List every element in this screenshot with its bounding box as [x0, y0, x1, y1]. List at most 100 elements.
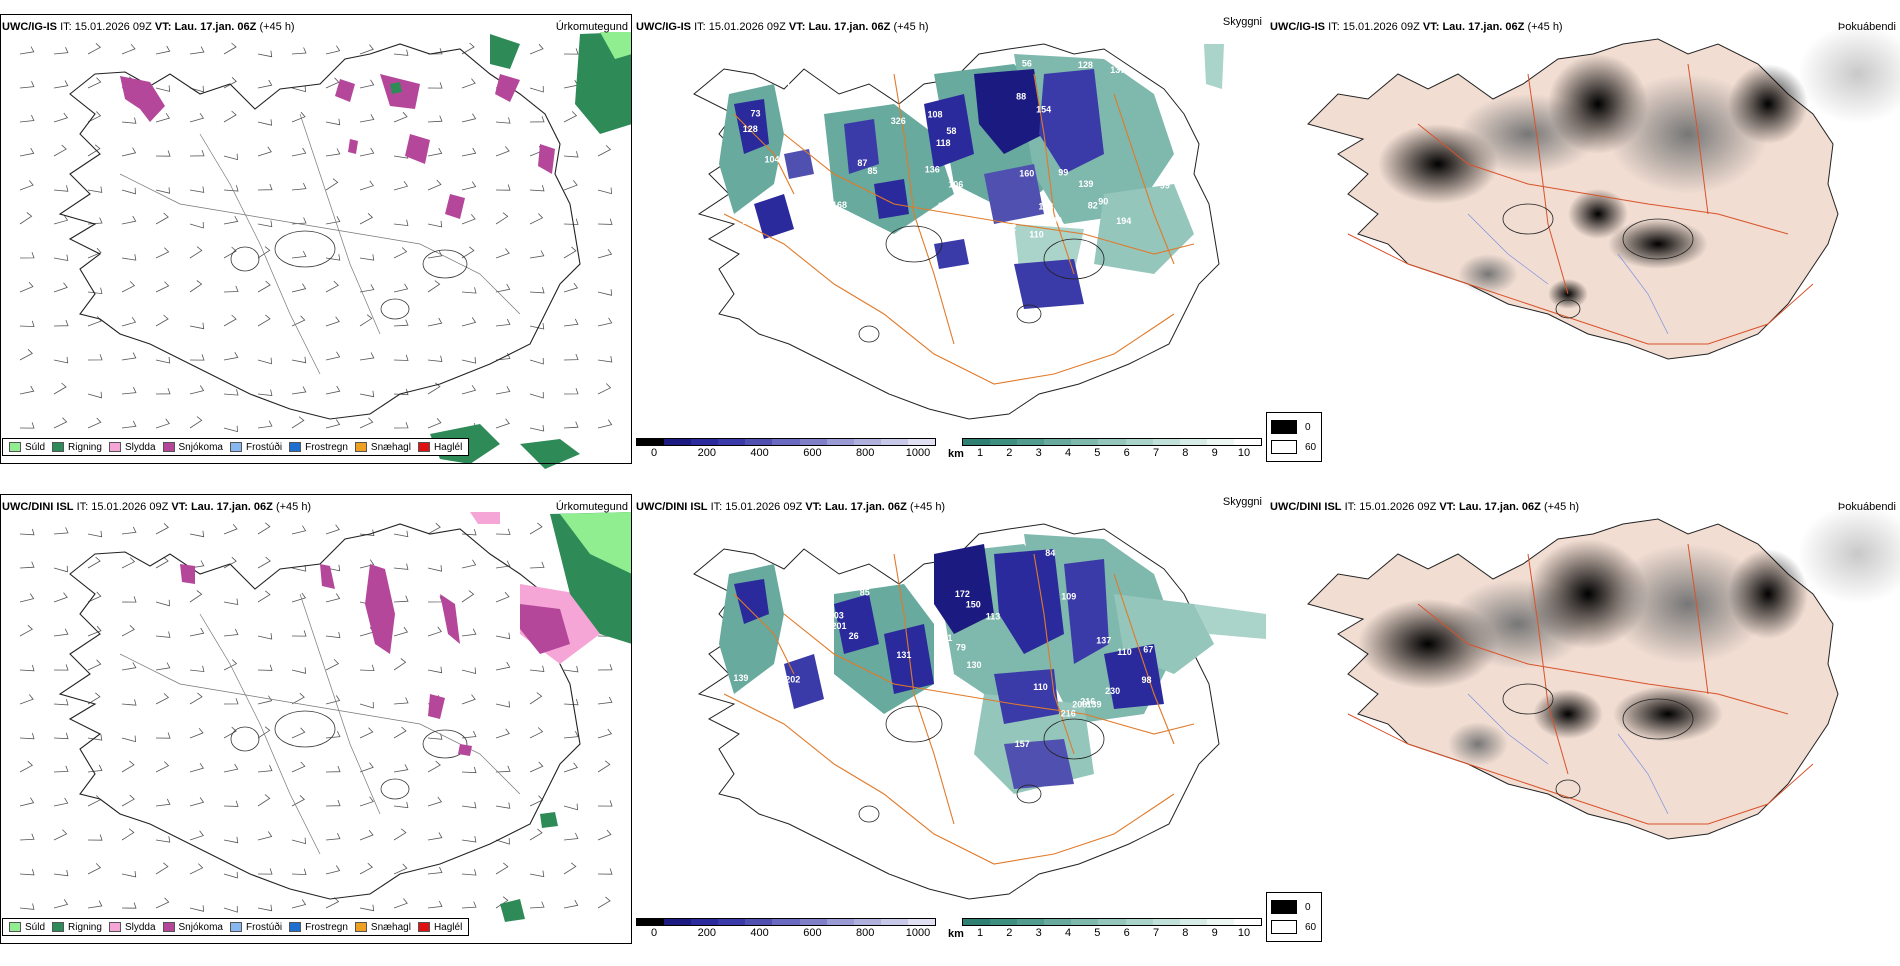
legend-item: Snæhagl: [354, 922, 411, 933]
wind-barb: [87, 692, 101, 705]
ceiling-height-label: 90: [784, 598, 794, 608]
wind-barb: [87, 186, 103, 193]
wind-barb: [121, 902, 137, 909]
colorbar-tick: 1: [976, 447, 984, 459]
colorbar-tick: 800: [856, 447, 875, 459]
panel-title-precip-type: Úrkomutegund: [555, 21, 628, 33]
wind-barb: [19, 147, 35, 157]
wind-barb: [359, 417, 374, 429]
ceiling-labels: 101 85 79 109 216 112 111 150 137 157 139 203 113 110…: [733, 548, 1153, 749]
wind-barb: [53, 214, 69, 225]
legend-swatch: [9, 922, 21, 932]
wind-barb: [393, 319, 409, 327]
roads: [119, 593, 521, 855]
wind-barb: [155, 45, 171, 55]
wind-barb: [461, 287, 477, 294]
fog-legend-row: 0: [1271, 417, 1317, 437]
roads: [723, 553, 1195, 865]
wind-barb: [53, 144, 67, 157]
wind-barb: [19, 797, 35, 807]
fog-legend-swatch: [1271, 420, 1297, 434]
wind-barb: [393, 49, 409, 56]
wind-barb: [359, 904, 375, 912]
wind-barb: [359, 314, 373, 327]
wind-barb: [257, 633, 273, 640]
wind-barb: [155, 150, 171, 157]
fog-legend-swatch: [1271, 920, 1297, 934]
colorbar-tick: 7: [1152, 447, 1160, 459]
legend-swatch: [108, 442, 121, 452]
wind-barb: [495, 701, 511, 708]
colorbar-tick: 9: [1211, 447, 1218, 459]
colorbar-tick: 600: [803, 447, 822, 459]
wind-barb: [189, 322, 205, 330]
ceiling-height-label: 88: [1016, 92, 1026, 102]
wind-barb: [121, 281, 136, 293]
ceiling-height-label: 137: [1096, 635, 1111, 645]
wind-barb: [223, 763, 239, 773]
wind-barb: [529, 357, 544, 365]
precip-areas: [120, 32, 632, 469]
ceiling-height-label: 230: [1105, 686, 1120, 696]
wind-barb: [155, 599, 170, 607]
fog-legend-dini: 0 60: [1266, 892, 1322, 942]
wind-barb: [461, 181, 477, 191]
wind-barb: [87, 111, 102, 123]
wind-barb: [325, 385, 341, 395]
wind-barb: [495, 283, 511, 293]
legend-label: Snæhagl: [370, 441, 411, 453]
wind-barb: [189, 149, 205, 157]
ceiling-height-label: 79: [956, 642, 966, 652]
legend-swatch: [52, 442, 65, 452]
header-dini: UWC/DINI ISL IT: 15.01.2026 09Z VT: Lau.…: [636, 501, 946, 513]
ceiling-height-label: 154: [1036, 105, 1051, 115]
wind-barb: [461, 559, 477, 569]
wind-barb: [427, 596, 443, 603]
wind-barb: [87, 316, 102, 327]
wind-barb: [563, 388, 579, 395]
wind-barb: [597, 664, 613, 671]
wind-barb: [393, 801, 409, 809]
wind-barb: [325, 45, 341, 55]
legend-swatch: [354, 442, 367, 452]
wind-barb: [87, 144, 101, 157]
legend-label: Rigning: [68, 441, 102, 453]
wind-barb: [563, 731, 579, 739]
wind-barb: [529, 795, 544, 807]
wind-barb: [427, 417, 442, 429]
legend-label: Slydda: [124, 441, 156, 453]
wind-barb: [121, 386, 137, 395]
wind-barb: [427, 626, 442, 637]
header-ig: UWC/IG-IS IT: 15.01.2026 09Z VT: Lau. 17…: [636, 21, 929, 33]
wind-barb: [393, 219, 409, 227]
wind-barb: [393, 111, 408, 123]
wind-barb: [529, 213, 544, 225]
wind-barb: [427, 82, 443, 89]
wind-barb: [155, 356, 171, 364]
legend-item: Frostregn: [289, 442, 348, 453]
colorbar-tick: 7: [1152, 927, 1160, 939]
wind-barb: [121, 870, 137, 878]
wind-barb: [495, 248, 510, 259]
ceiling-height-label: 139: [1078, 179, 1093, 189]
wind-barb: [325, 351, 341, 361]
wind-barb: [155, 836, 171, 843]
wind-barb: [19, 732, 35, 740]
wind-barb: [121, 760, 135, 773]
glaciers: [858, 705, 1105, 823]
wind-barb: [495, 560, 511, 569]
wind-barb: [53, 112, 69, 123]
wind-barb: [223, 153, 238, 161]
ceiling-height-label: 157: [1015, 739, 1030, 749]
wind-barb: [563, 832, 579, 841]
wind-barb: [461, 214, 476, 225]
wind-barb: [495, 661, 511, 671]
wind-barb: [393, 422, 409, 429]
wind-barb: [291, 565, 307, 572]
ceiling-height-label: 203: [829, 611, 844, 621]
wind-barb: [155, 631, 171, 638]
wind-barb: [53, 797, 69, 807]
colorbar-tick: 0: [650, 927, 658, 939]
colorbar-strip: [636, 438, 936, 446]
wind-barb: [53, 527, 69, 535]
